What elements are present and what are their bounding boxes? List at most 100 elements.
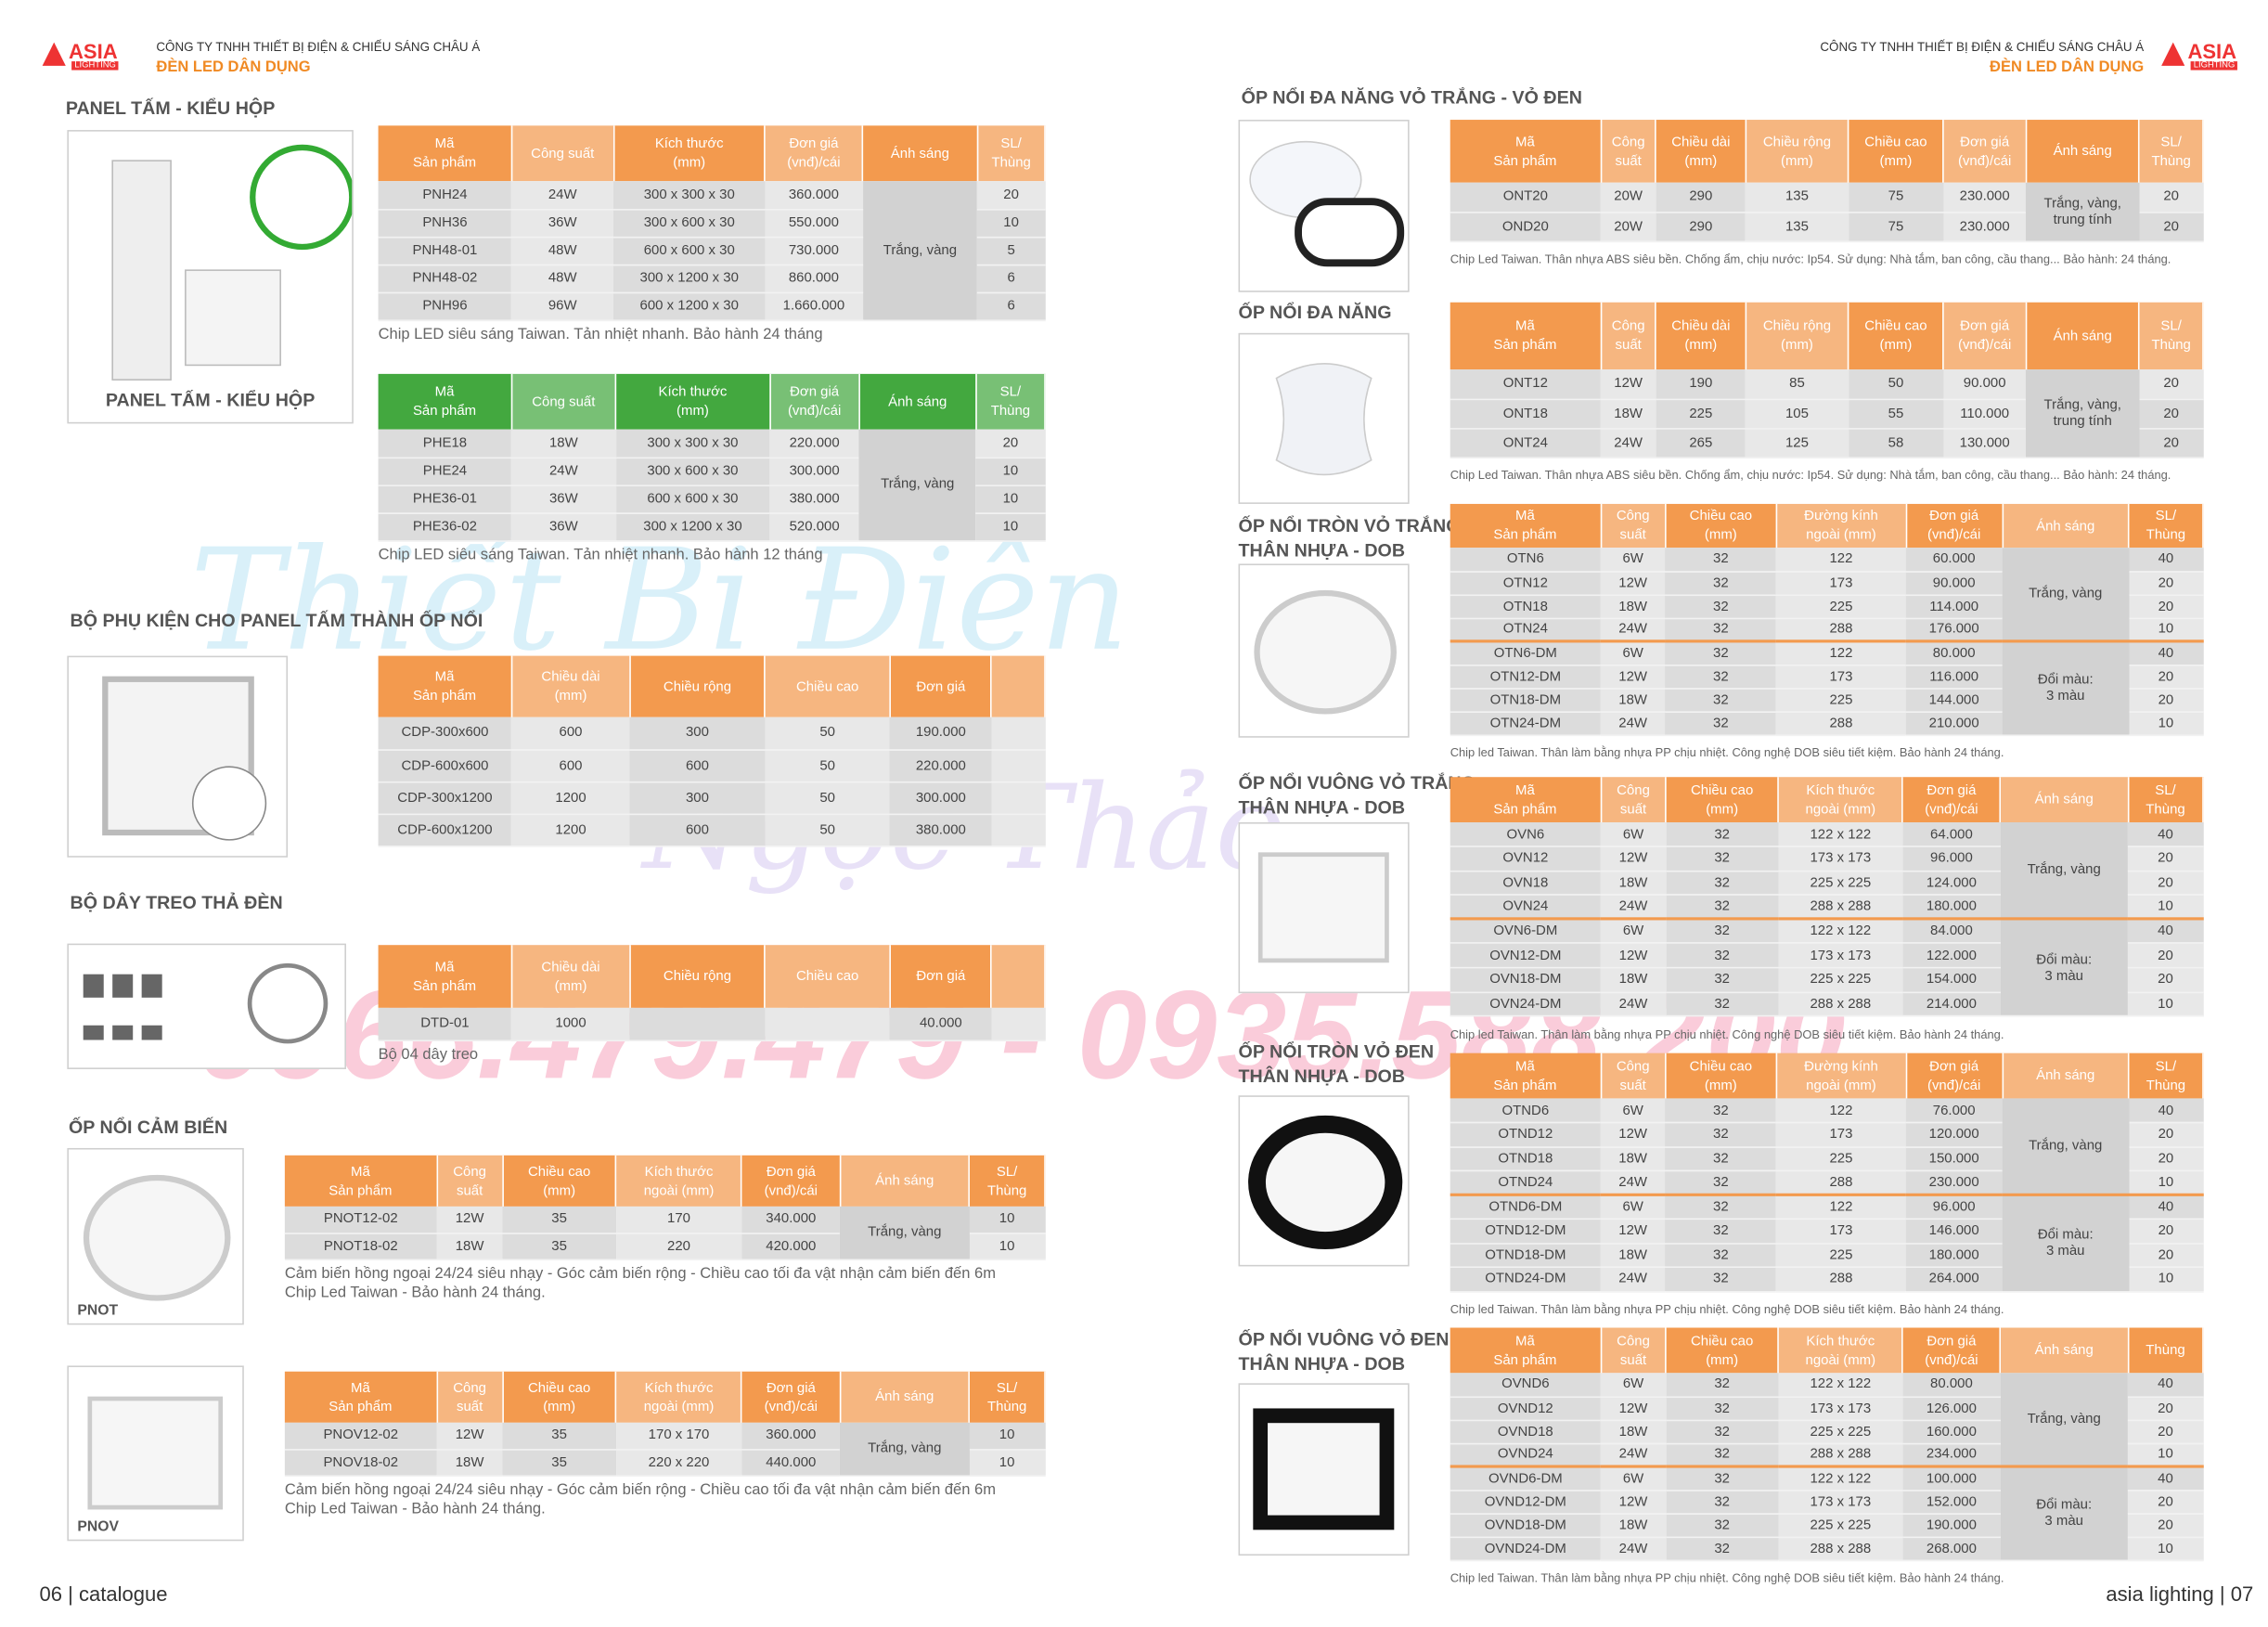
light-cell: Trắng, vàng, trung tính	[2026, 369, 2140, 458]
table-cell: 55	[1848, 398, 1944, 429]
table-cell: 50	[765, 781, 891, 815]
table-cell: 10	[2128, 1170, 2203, 1196]
table-cell: 120.000	[1905, 1122, 2003, 1148]
product-table: Mã Sản phẩm Công suất Chiều cao (mm) Kích t…	[284, 1371, 1046, 1477]
table-row: OVN24-DM 24W 32 288 x 288 214.000 10	[1450, 991, 2203, 1017]
column-header: Chiều rộng	[629, 945, 766, 1008]
header-row: Mã Sản phẩm Công suất Kích thước (mm) Đơn g…	[378, 125, 1046, 182]
column-header: Chiều rộng	[629, 655, 766, 717]
product-image	[83, 1174, 231, 1301]
table-cell: 300 x 1200 x 30	[615, 512, 770, 542]
table-cell: 180.000	[1902, 895, 2001, 921]
table-cell: 50	[1848, 369, 1944, 400]
section-title: ỐP NỔI TRÒN VỎ ĐEN THÂN NHỰA - DOB	[1238, 1041, 1435, 1087]
column-header: SL/ Thùng	[2128, 503, 2204, 549]
table-row: ONT24 24W 265 125 58 130.000 20	[1450, 428, 2203, 458]
table-cell: 173 x 173	[1778, 846, 1903, 872]
column-header: Ánh sáng	[840, 1155, 971, 1207]
table-cell: 10	[2128, 991, 2203, 1017]
column-header: SL/ Thùng	[977, 125, 1046, 182]
column-header: Ánh sáng	[2002, 1052, 2130, 1099]
table-cell: 173 x 173	[1778, 1396, 1903, 1421]
table-note: Chip led Taiwan. Thân làm bằng nhựa PP c…	[1450, 1571, 2004, 1585]
light-cell: Trắng, vàng	[840, 1422, 970, 1477]
column-header: Đơn giá (vnđ)/cái	[1905, 1052, 2004, 1099]
column-header: Đơn giá (vnđ)/cái	[741, 1371, 842, 1423]
table-row: OTN24-DM 24W 32 288 210.000 10	[1450, 711, 2203, 736]
table-cell: 122.000	[1902, 943, 2001, 969]
column-header: Chiều dài (mm)	[511, 945, 631, 1008]
table-cell: CDP-300x1200	[378, 781, 512, 815]
product-image	[1253, 1408, 1395, 1530]
table-row: PNH24 24W 300 x 300 x 30 360.000 Trắng, vàng…	[378, 181, 1046, 321]
table-cell: 18W	[1600, 1419, 1667, 1444]
table-cell: 6	[977, 264, 1046, 293]
column-header: Đơn giá (vnđ)/cái	[769, 373, 860, 430]
table-cell: 173 x 173	[1778, 943, 1903, 969]
table-cell: 154.000	[1902, 967, 2001, 993]
table-row: OTND18 18W 32 225 150.000 20	[1450, 1146, 2203, 1172]
table-cell: OTN24-DM	[1450, 711, 1601, 736]
table-cell: 288 x 288	[1778, 895, 1903, 921]
table-cell: OVND6-DM	[1450, 1465, 1601, 1491]
table-cell: 12W	[1600, 665, 1666, 690]
table-cell: 122 x 122	[1778, 1373, 1903, 1398]
table-cell: OTND12	[1450, 1122, 1601, 1148]
table-cell: 20W	[1600, 182, 1656, 213]
table-cell: 40	[2128, 1373, 2203, 1398]
table-cell: 234.000	[1902, 1442, 2001, 1467]
column-header: Công suất	[1600, 302, 1657, 370]
column-header: Ánh sáng	[2000, 1327, 2129, 1374]
table-cell: 50	[765, 717, 891, 751]
table-cell: 10	[975, 512, 1046, 542]
table-cell: 90.000	[1905, 571, 2003, 596]
table-cell: 288	[1776, 617, 1906, 642]
table-cell: 32	[1666, 1373, 1779, 1398]
table-cell: 600	[629, 813, 766, 846]
table-cell-blank	[991, 781, 1046, 815]
table-cell: 176.000	[1905, 617, 2003, 642]
table-cell: 10	[969, 1422, 1046, 1450]
table-cell: 80.000	[1905, 639, 2003, 665]
table-note: Chip Led Taiwan. Thân nhựa ABS siêu bền.…	[1450, 469, 2171, 483]
table-cell: 300 x 600 x 30	[615, 457, 770, 486]
table-cell: 20	[2128, 1490, 2203, 1515]
table-cell: 144.000	[1905, 688, 2003, 713]
table-cell: PHE36-02	[378, 512, 512, 542]
table-cell: 90.000	[1943, 369, 2027, 400]
table-cell: 20	[2128, 571, 2203, 596]
table-cell: OVN24	[1450, 895, 1601, 921]
table-cell: OTN24	[1450, 617, 1601, 642]
table-cell: 225 x 225	[1778, 967, 1903, 993]
table-cell: PNOT18-02	[284, 1233, 437, 1260]
column-header: SL/ Thùng	[2139, 302, 2204, 370]
column-header: Công suất	[436, 1155, 504, 1207]
table-cell: 32	[1665, 548, 1777, 573]
table-cell: 12W	[1600, 846, 1667, 872]
table-cell: 12W	[1600, 1490, 1667, 1515]
table: Mã Sản phẩm Công suất Chiều cao (mm) Kích t…	[284, 1155, 1046, 1260]
table-cell: 20	[2128, 1219, 2203, 1245]
table-cell: 300.000	[890, 781, 992, 815]
logo-sub: LIGHTING	[71, 61, 120, 71]
light-cell: Trắng, vàng	[2000, 1373, 2129, 1467]
table-cell: OVND18-DM	[1450, 1513, 1601, 1538]
table-cell: 32	[1666, 871, 1779, 897]
table-cell: 84.000	[1902, 917, 2001, 945]
table-cell: 40.000	[890, 1007, 992, 1041]
product-table: Mã Sản phẩm Công suất Chiều cao (mm) Đường …	[1450, 1052, 2204, 1292]
table-cell: 288	[1776, 1267, 1906, 1292]
image-label: PANEL TẤM - KIỂU HỘP	[105, 390, 316, 411]
table: Mã Sản phẩm Công suất Chiều cao (mm) Đường …	[1450, 1052, 2204, 1292]
column-header: Công suất	[436, 1371, 504, 1423]
header-row: Mã Sản phẩm Công suất Chiều cao (mm) Đường …	[1450, 503, 2204, 549]
table-cell: 6W	[1600, 1098, 1666, 1124]
table-cell: 32	[1666, 1465, 1779, 1491]
table-cell: 32	[1666, 917, 1779, 945]
table-cell: PNOV18-02	[284, 1449, 437, 1477]
section-title: BỘ DÂY TREO THẢ ĐÈN	[70, 892, 283, 913]
header-row: Mã Sản phẩm Công suất Chiều cao (mm) Đường …	[1450, 1052, 2204, 1099]
table-cell: PHE36-01	[378, 484, 512, 514]
table-cell: 10	[969, 1233, 1046, 1260]
